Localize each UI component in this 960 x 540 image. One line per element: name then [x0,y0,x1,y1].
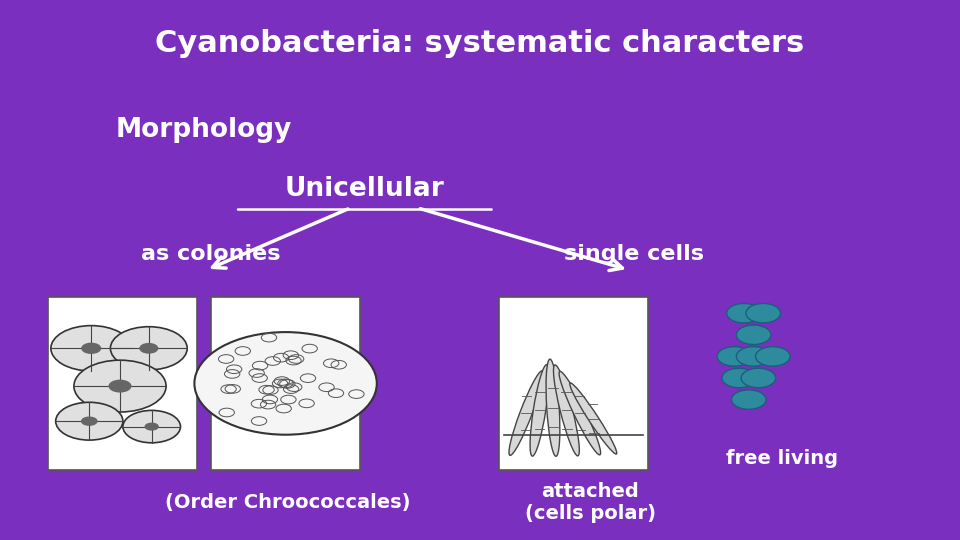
Circle shape [741,368,776,388]
Circle shape [56,402,123,440]
Text: Morphology: Morphology [115,117,292,143]
Ellipse shape [554,365,579,456]
Circle shape [51,326,132,371]
Circle shape [717,347,752,366]
Circle shape [81,342,102,354]
Text: single cells: single cells [564,244,704,264]
FancyBboxPatch shape [48,297,197,470]
Ellipse shape [546,359,560,456]
Circle shape [145,422,158,431]
Ellipse shape [530,364,549,456]
Circle shape [722,368,756,388]
Ellipse shape [559,372,601,455]
Text: free living: free living [727,449,838,469]
Text: Unicellular: Unicellular [285,176,444,202]
Circle shape [123,410,180,443]
FancyBboxPatch shape [499,297,648,470]
Text: attached
(cells polar): attached (cells polar) [525,482,656,523]
Text: (Order Chroococcales): (Order Chroococcales) [165,492,411,512]
Text: as colonies: as colonies [141,244,281,264]
Circle shape [736,347,771,366]
Circle shape [81,416,98,426]
FancyBboxPatch shape [211,297,360,470]
Text: Cyanobacteria: systematic characters: Cyanobacteria: systematic characters [156,29,804,58]
Circle shape [194,332,376,435]
Ellipse shape [509,371,543,455]
Circle shape [736,325,771,345]
Ellipse shape [570,383,616,454]
Circle shape [727,303,761,323]
Circle shape [110,327,187,370]
Circle shape [732,390,766,409]
Circle shape [756,347,790,366]
Circle shape [108,380,132,393]
Circle shape [746,303,780,323]
Circle shape [139,343,158,354]
Circle shape [74,360,166,412]
